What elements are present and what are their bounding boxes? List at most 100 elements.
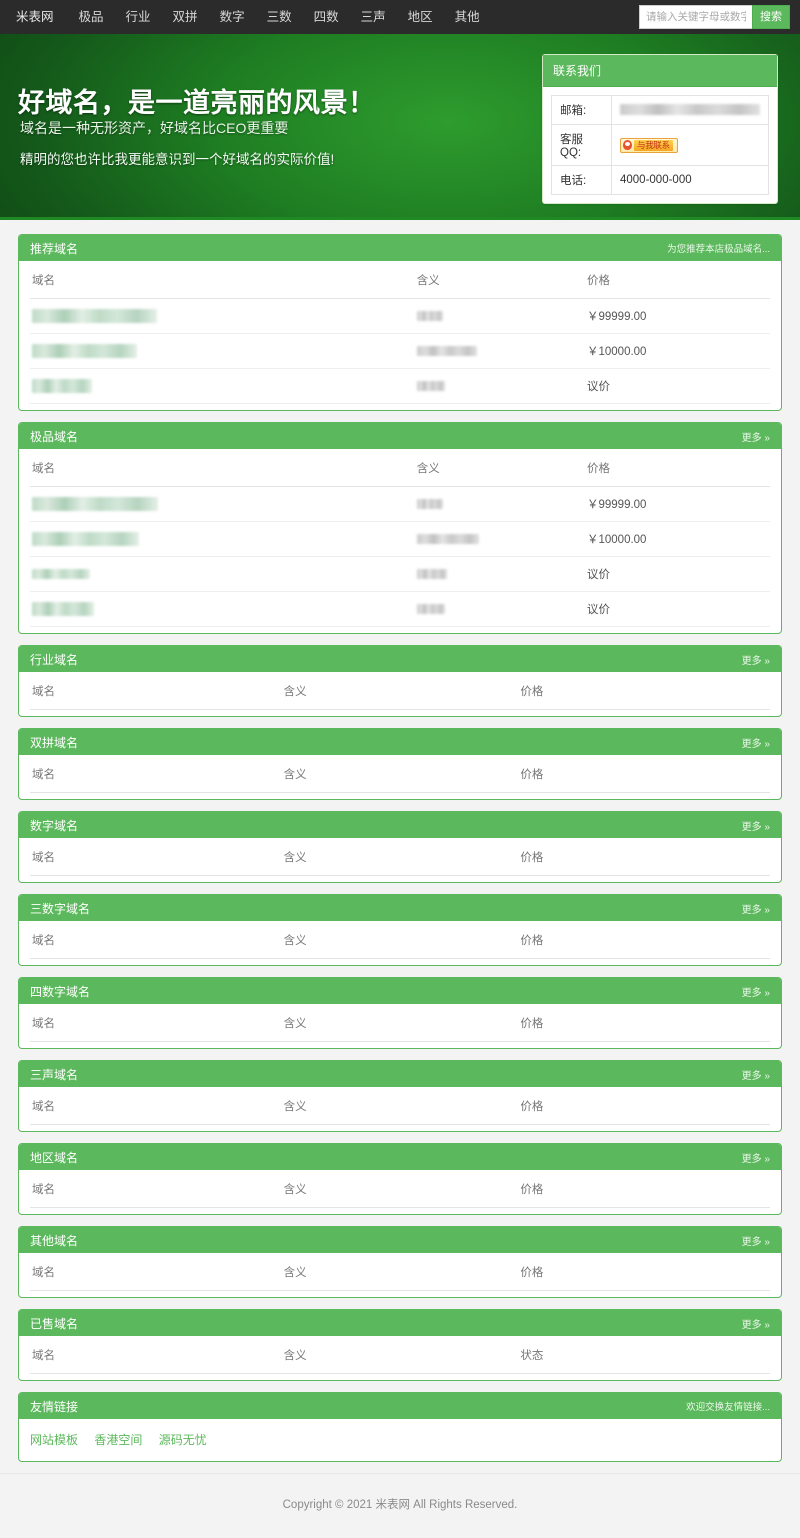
column-header: 价格	[518, 1087, 770, 1125]
search-box: 搜索	[639, 5, 790, 29]
column-header: 含义	[281, 1336, 519, 1374]
friend-link-1[interactable]: 网站模板	[30, 1433, 79, 1447]
panel-body: 域名 含义 价格	[19, 1170, 781, 1214]
nav-item-diqu[interactable]: 地区	[407, 10, 433, 24]
cell-domain[interactable]	[30, 556, 415, 592]
contact-row-qq: 客服QQ: 与我联系	[551, 124, 769, 166]
panel-more-link[interactable]: 更多 »	[741, 738, 770, 750]
table-header-row: 域名 含义 价格	[30, 755, 770, 793]
table-row[interactable]: ￥99999.00	[30, 298, 770, 334]
panel-title: 双拼域名	[30, 735, 79, 750]
column-header: 含义	[281, 838, 519, 876]
domain-panel: 极品域名 更多 » 域名 含义 价格 ￥99999.00 ￥10000.00 议价 议价	[18, 422, 782, 634]
panel-more-link[interactable]: 更多 »	[741, 987, 770, 999]
panel-body: 域名 含义 价格 ￥99999.00 ￥10000.00 议价	[19, 261, 781, 410]
column-header: 价格	[584, 449, 770, 487]
cell-domain[interactable]	[30, 298, 415, 334]
nav-item-sishu[interactable]: 四数	[313, 10, 339, 24]
table-row[interactable]: 议价	[30, 591, 770, 627]
contact-label-qq: 客服QQ:	[551, 124, 612, 166]
nav-item-sansheng[interactable]: 三声	[360, 10, 386, 24]
panel-note[interactable]: 为您推荐本店极品域名...	[667, 244, 770, 255]
nav-item-shuzi[interactable]: 数字	[219, 10, 245, 24]
panel-header: 双拼域名 更多 »	[19, 729, 781, 755]
panel-body: 域名 含义 状态	[19, 1336, 781, 1380]
panel-body: 域名 含义 价格	[19, 1253, 781, 1297]
panel-header: 地区域名 更多 »	[19, 1144, 781, 1170]
friend-links-note[interactable]: 欢迎交换友情链接...	[686, 1402, 770, 1413]
panel-more-link[interactable]: 更多 »	[741, 821, 770, 833]
search-button[interactable]: 搜索	[752, 5, 790, 29]
search-input[interactable]	[639, 5, 752, 29]
nav-item-jipin[interactable]: 极品	[78, 10, 104, 24]
cell-domain[interactable]	[30, 521, 415, 557]
table-row[interactable]: 议价	[30, 556, 770, 592]
panel-more-link[interactable]: 更多 »	[741, 655, 770, 667]
table-row[interactable]: 议价	[30, 368, 770, 404]
panel-more-link[interactable]: 更多 »	[741, 1070, 770, 1082]
redacted-meaning	[416, 380, 445, 391]
friend-links-panel: 友情链接 欢迎交换友情链接... 网站模板 香港空间 源码无忧	[18, 1392, 782, 1462]
hero-subtitle-secondary: 精明的您也许比我更能意识到一个好域名的实际价值!	[20, 152, 335, 167]
column-header: 状态	[518, 1336, 770, 1374]
cell-domain[interactable]	[30, 368, 415, 404]
column-header: 含义	[281, 1004, 519, 1042]
panel-body: 域名 含义 价格	[19, 921, 781, 965]
table-header-row: 域名 含义 价格	[30, 1170, 770, 1208]
cell-meaning	[414, 298, 585, 334]
panel-more-link[interactable]: 更多 »	[741, 432, 770, 444]
table-header-row: 域名 含义 价格	[30, 1087, 770, 1125]
nav-item-hangye[interactable]: 行业	[125, 10, 151, 24]
cell-meaning	[414, 591, 585, 627]
nav-item-sanshu[interactable]: 三数	[266, 10, 292, 24]
contact-row-email: 邮箱:	[551, 95, 769, 125]
domain-panel: 已售域名 更多 » 域名 含义 状态	[18, 1309, 782, 1381]
column-header: 含义	[281, 1253, 519, 1291]
table-row[interactable]: ￥10000.00	[30, 333, 770, 369]
cell-meaning	[414, 556, 585, 592]
nav-item-shuangpin[interactable]: 双拼	[172, 10, 198, 24]
column-header: 价格	[518, 1253, 770, 1291]
panel-more-link[interactable]: 更多 »	[741, 1236, 770, 1248]
redacted-email	[620, 104, 760, 116]
cell-domain[interactable]	[30, 486, 415, 522]
hero-subtitle: 域名是一种无形资产，好域名比CEO更重要	[20, 120, 289, 136]
column-header: 域名	[30, 838, 282, 876]
domain-panel: 双拼域名 更多 » 域名 含义 价格	[18, 728, 782, 800]
column-header: 含义	[281, 1087, 519, 1125]
cell-meaning	[414, 521, 585, 557]
redacted-meaning	[416, 533, 479, 544]
cell-meaning	[414, 368, 585, 404]
redacted-meaning	[416, 568, 447, 579]
friend-links-header: 友情链接 欢迎交换友情链接...	[19, 1393, 781, 1419]
qq-contact-badge[interactable]: 与我联系	[620, 137, 678, 153]
contact-card: 联系我们 邮箱: 客服QQ: 与我联系	[542, 54, 778, 204]
panel-more-link[interactable]: 更多 »	[741, 904, 770, 916]
cell-domain[interactable]	[30, 591, 415, 627]
cell-price: ￥99999.00	[584, 486, 770, 522]
friend-link-3[interactable]: 源码无忧	[158, 1433, 207, 1447]
contact-value-qq: 与我联系	[611, 124, 769, 166]
table-row[interactable]: ￥99999.00	[30, 486, 770, 522]
friend-link-2[interactable]: 香港空间	[94, 1433, 143, 1447]
panel-title: 已售域名	[30, 1316, 79, 1331]
domain-table: 域名 含义 价格	[30, 1087, 770, 1125]
panel-title: 极品域名	[30, 429, 79, 444]
panel-header: 极品域名 更多 »	[19, 423, 781, 449]
panel-more-link[interactable]: 更多 »	[741, 1319, 770, 1331]
nav-item-qita[interactable]: 其他	[454, 10, 480, 24]
domain-panel-list: 推荐域名 为您推荐本店极品域名... 域名 含义 价格 ￥99999.00 ￥10000.0…	[18, 234, 782, 1381]
panel-title: 三声域名	[30, 1067, 79, 1082]
table-row[interactable]: ￥10000.00	[30, 521, 770, 557]
contact-value-phone: 4000-000-000	[611, 165, 769, 195]
panel-more-link[interactable]: 更多 »	[741, 1153, 770, 1165]
nav-item-brand[interactable]: 米表网	[16, 10, 54, 24]
column-header: 域名	[30, 1336, 282, 1374]
domain-panel: 行业域名 更多 » 域名 含义 价格	[18, 645, 782, 717]
column-header: 含义	[281, 921, 519, 959]
panel-header: 已售域名 更多 »	[19, 1310, 781, 1336]
domain-table: 域名 含义 价格	[30, 921, 770, 959]
domain-panel: 其他域名 更多 » 域名 含义 价格	[18, 1226, 782, 1298]
cell-domain[interactable]	[30, 333, 415, 369]
domain-panel: 数字域名 更多 » 域名 含义 价格	[18, 811, 782, 883]
